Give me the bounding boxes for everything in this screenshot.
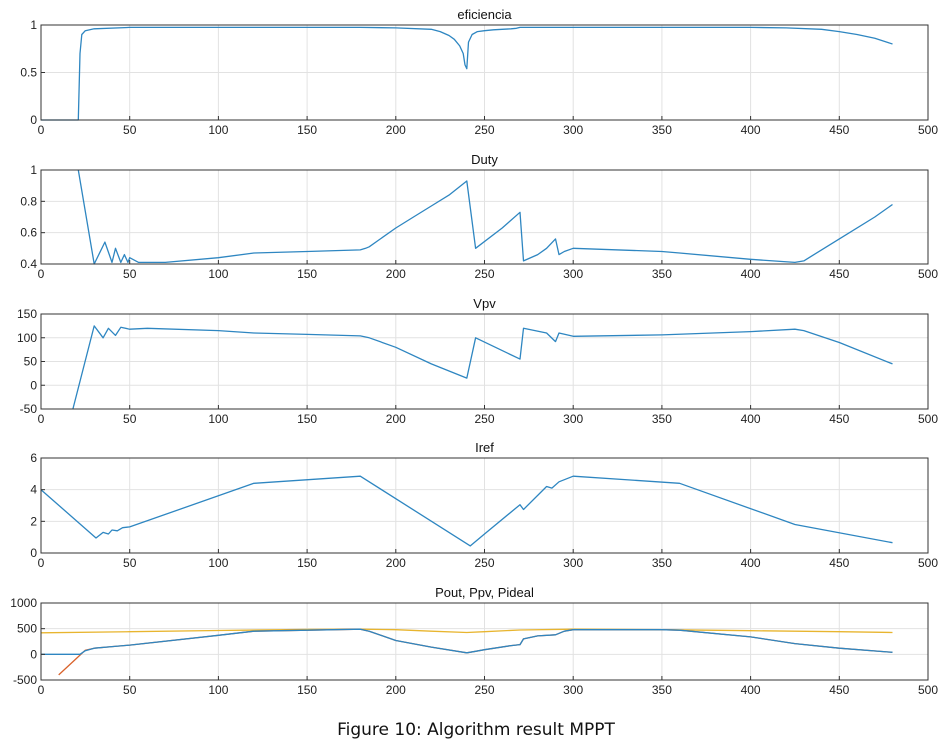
y-tick-label: 500 (17, 622, 37, 636)
x-tick-label: 150 (297, 267, 317, 281)
subplot-title: Iref (475, 440, 494, 455)
x-tick-label: 0 (38, 123, 45, 137)
subplot-1: 0 50 100 150 200 250 300 350 400 450 500 0 0.5 1 efici… (20, 7, 938, 137)
x-tick-label: 350 (652, 267, 672, 281)
y-tick-label: -50 (20, 402, 38, 416)
x-tick-label: 200 (386, 683, 406, 697)
x-tick-label: 300 (563, 683, 583, 697)
x-tick-label: 350 (652, 683, 672, 697)
series-line-blue (77, 169, 893, 265)
x-tick-label: 300 (563, 267, 583, 281)
subplot-5: 0 50 100 150 200 250 300 350 400 450 500-500050010… (10, 585, 938, 697)
x-tick-label: 100 (208, 683, 228, 697)
y-tick-label: 0.5 (20, 66, 37, 80)
y-tick-label: 0 (30, 546, 37, 560)
x-tick-label: 450 (829, 267, 849, 281)
x-tick-label: 500 (918, 123, 938, 137)
series-line-blue (41, 628, 893, 655)
y-tick-label: 0.6 (20, 226, 37, 240)
x-tick-label: 450 (829, 683, 849, 697)
y-tick-label: 2 (30, 514, 37, 528)
x-tick-label: 350 (652, 412, 672, 426)
x-tick-label: 500 (918, 556, 938, 570)
x-tick-label: 300 (563, 556, 583, 570)
x-tick-label: 150 (297, 412, 317, 426)
x-tick-label: 250 (474, 123, 494, 137)
y-tick-label: 6 (30, 451, 37, 465)
x-tick-label: 0 (38, 556, 45, 570)
x-tick-label: 200 (386, 556, 406, 570)
x-tick-label: 50 (123, 123, 137, 137)
x-tick-label: 200 (386, 267, 406, 281)
y-tick-label: 100 (17, 331, 37, 345)
y-tick-label: 4 (30, 483, 37, 497)
charts-figure: 0 50 100 150 200 250 300 350 400 450 50000.51efici… (10, 7, 938, 697)
x-tick-label: 450 (829, 412, 849, 426)
y-tick-label: 0.8 (20, 194, 37, 208)
x-tick-label: 350 (652, 123, 672, 137)
figure-caption: Figure 10: Algorithm result MPPT (337, 720, 615, 740)
x-tick-label: 300 (563, 412, 583, 426)
y-tick-label: 1 (30, 163, 37, 177)
x-tick-label: 350 (652, 556, 672, 570)
x-tick-label: 400 (741, 683, 761, 697)
series-line-blue (40, 475, 893, 547)
y-tick-label: 1000 (10, 596, 37, 610)
x-tick-label: 500 (918, 267, 938, 281)
y-tick-label: 150 (17, 307, 37, 321)
series-line-yellow (40, 628, 893, 634)
x-tick-label: 150 (297, 683, 317, 697)
x-tick-label: 250 (474, 683, 494, 697)
x-tick-label: 100 (208, 412, 228, 426)
subplot-2: 0 50 100 150 200 250 300 350 400 450 500 0.4 0.6 0.8 1… (20, 152, 938, 281)
x-tick-label: 500 (918, 412, 938, 426)
y-tick-label: 50 (24, 355, 38, 369)
x-tick-label: 400 (741, 412, 761, 426)
x-tick-label: 400 (741, 556, 761, 570)
x-tick-label: 0 (38, 412, 45, 426)
y-tick-label: -500 (13, 673, 37, 687)
x-tick-label: 50 (123, 683, 137, 697)
x-tick-label: 250 (474, 267, 494, 281)
x-tick-label: 50 (123, 412, 137, 426)
x-tick-label: 250 (474, 412, 494, 426)
subplot-title: Pout, Ppv, Pideal (435, 585, 534, 600)
x-tick-label: 0 (38, 267, 45, 281)
subplot-title: Duty (471, 152, 498, 167)
x-tick-label: 400 (741, 123, 761, 137)
x-tick-label: 200 (386, 412, 406, 426)
y-tick-label: 0 (30, 378, 37, 392)
x-tick-label: 500 (918, 683, 938, 697)
x-tick-label: 450 (829, 123, 849, 137)
x-tick-label: 50 (123, 267, 137, 281)
x-tick-label: 450 (829, 556, 849, 570)
x-tick-label: 0 (38, 683, 45, 697)
x-tick-label: 300 (563, 123, 583, 137)
subplot-3: 0 50 100 150 200 250 300 350 400 450 500-500501001… (17, 296, 938, 426)
series-line-blue (41, 26, 893, 121)
y-tick-label: 1 (30, 18, 37, 32)
subplot-4: 0 50 100 150 200 250 300 350 400 450 500 0 2 4 6 Iref (30, 440, 938, 570)
y-tick-label: 0 (30, 647, 37, 661)
y-tick-label: 0.4 (20, 257, 37, 271)
x-tick-label: 150 (297, 123, 317, 137)
x-tick-label: 50 (123, 556, 137, 570)
x-tick-label: 250 (474, 556, 494, 570)
x-tick-label: 200 (386, 123, 406, 137)
x-tick-label: 100 (208, 556, 228, 570)
x-tick-label: 100 (208, 123, 228, 137)
x-tick-label: 400 (741, 267, 761, 281)
x-tick-label: 100 (208, 267, 228, 281)
y-tick-label: 0 (30, 113, 37, 127)
series-line-blue (72, 325, 893, 410)
subplot-title: eficiencia (457, 7, 512, 22)
subplot-title: Vpv (473, 296, 496, 311)
x-tick-label: 150 (297, 556, 317, 570)
